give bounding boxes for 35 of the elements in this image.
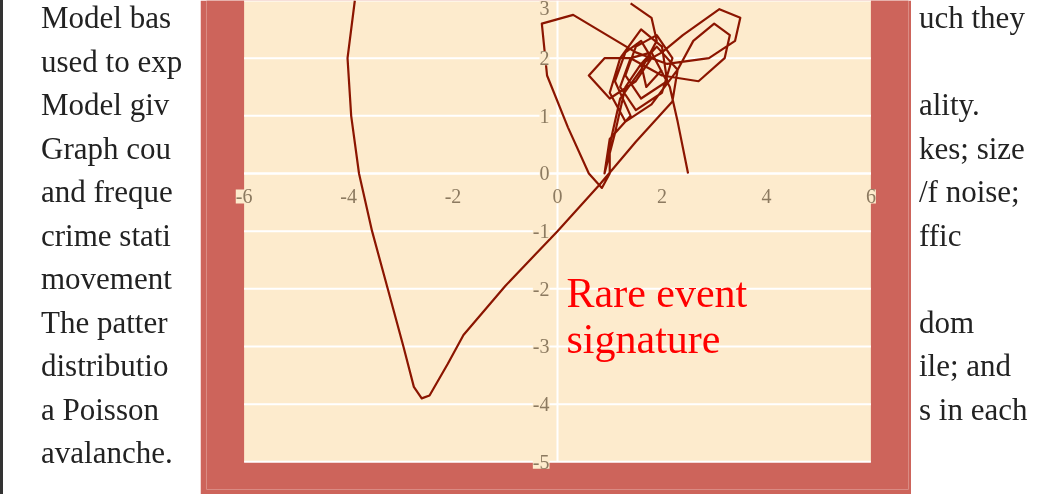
x-tick-label: 2 (656, 185, 667, 208)
text: The patter (41, 304, 168, 340)
text: uch they (919, 0, 1025, 35)
text: ile; and (919, 348, 1012, 383)
text: Model bas (41, 0, 172, 35)
annotation: Rare event signature (566, 269, 748, 362)
text: movement (41, 261, 172, 296)
text: distributio (41, 348, 169, 383)
text: /f noise; (919, 174, 1020, 209)
text: s in each (919, 391, 1028, 427)
y-tick-label: -1 (532, 220, 550, 243)
text: Graph cou (41, 130, 171, 166)
y-tick-label: 3 (539, 0, 550, 19)
y-tick-label: -5 (532, 450, 550, 473)
text: ality. (919, 87, 980, 122)
text: dom (919, 304, 975, 340)
y-tick-label: -3 (532, 335, 550, 358)
y-tick-label: 2 (539, 47, 550, 70)
x-tick-label: -2 (444, 185, 462, 208)
x-tick-label: -4 (340, 185, 357, 208)
text: kes; size (919, 130, 1025, 166)
x-tick-label: -6 (235, 185, 253, 208)
text: avalanche. (41, 435, 173, 470)
x-tick-label: 4 (761, 185, 772, 208)
y-tick-label: 0 (539, 162, 550, 185)
text: Model giv (41, 87, 170, 122)
text: ffic (919, 217, 962, 253)
y-tick-label: -4 (532, 393, 550, 416)
x-tick-label: 6 (865, 185, 876, 208)
text: used to exp (41, 43, 183, 79)
text: and freque (41, 174, 173, 209)
y-tick-label: 1 (539, 104, 550, 127)
text: crime stati (41, 217, 171, 253)
y-tick-label: -2 (532, 277, 550, 300)
text: a Poisson (41, 391, 159, 427)
